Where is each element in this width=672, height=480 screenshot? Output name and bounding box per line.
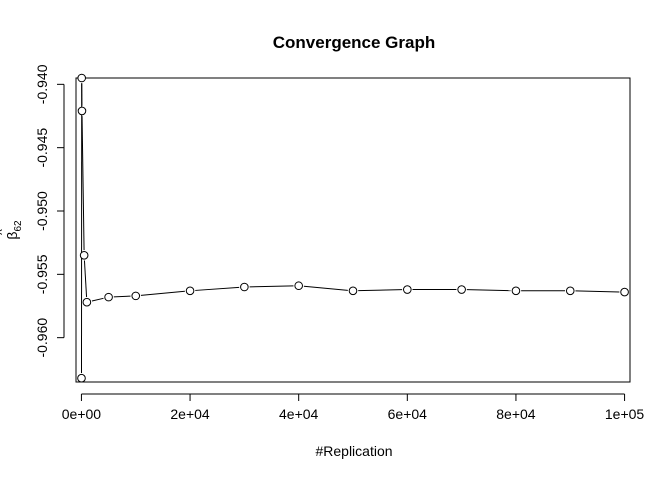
svg-text:β62: β62 xyxy=(4,220,24,240)
x-tick-label: 0e+00 xyxy=(62,406,102,422)
y-axis-label-hat: ^ xyxy=(0,229,9,235)
y-tick-label: -0.940 xyxy=(34,64,50,104)
data-point xyxy=(104,292,113,302)
y-axis: -0.960 -0.955 -0.950 -0.945 -0.940 xyxy=(34,64,65,358)
series-segment xyxy=(83,260,88,298)
series-segment xyxy=(466,289,511,292)
y-axis-label-subscript: 62 xyxy=(13,220,24,232)
series-segment xyxy=(195,286,240,291)
plot-frame xyxy=(75,77,631,383)
data-point xyxy=(565,286,575,296)
data-point xyxy=(79,251,89,260)
x-tick-label: 4e+04 xyxy=(279,406,319,422)
data-point xyxy=(77,373,86,383)
data-point xyxy=(403,285,412,294)
series-segment xyxy=(140,290,185,296)
y-tick-label: -0.960 xyxy=(34,318,50,358)
data-point xyxy=(77,73,87,83)
series-segment xyxy=(91,297,104,302)
x-axis: 0e+00 2e+04 4e+04 6e+04 8e+04 1e+05 xyxy=(62,393,645,422)
series-segment xyxy=(81,116,85,251)
x-axis-label: #Replication xyxy=(315,443,392,459)
x-tick-label: 8e+04 xyxy=(496,406,536,422)
y-axis-label-base: β xyxy=(4,232,20,240)
data-point xyxy=(185,286,195,296)
data-point xyxy=(511,286,521,296)
data-point xyxy=(131,291,141,301)
y-tick-label: -0.955 xyxy=(34,254,50,294)
y-tick-label: -0.945 xyxy=(34,128,50,168)
data-point xyxy=(457,285,466,294)
data-point xyxy=(82,297,92,307)
chart-title: Convergence Graph xyxy=(273,33,436,52)
y-tick-label: -0.950 xyxy=(34,191,50,231)
series-segment xyxy=(358,289,403,292)
x-tick-label: 1e+05 xyxy=(605,406,645,422)
data-point xyxy=(240,282,249,292)
data-point xyxy=(348,286,358,296)
x-tick-label: 6e+04 xyxy=(388,406,428,422)
data-point xyxy=(294,281,303,291)
data-point xyxy=(620,287,629,297)
series-segment xyxy=(249,285,294,288)
series-segment xyxy=(575,290,620,293)
series-layer xyxy=(77,73,629,383)
x-tick-label: 2e+04 xyxy=(170,406,210,422)
series-segment xyxy=(113,295,131,298)
series-segment xyxy=(303,285,348,291)
data-point xyxy=(77,106,87,116)
y-axis-label: β62 ^ xyxy=(0,220,24,240)
